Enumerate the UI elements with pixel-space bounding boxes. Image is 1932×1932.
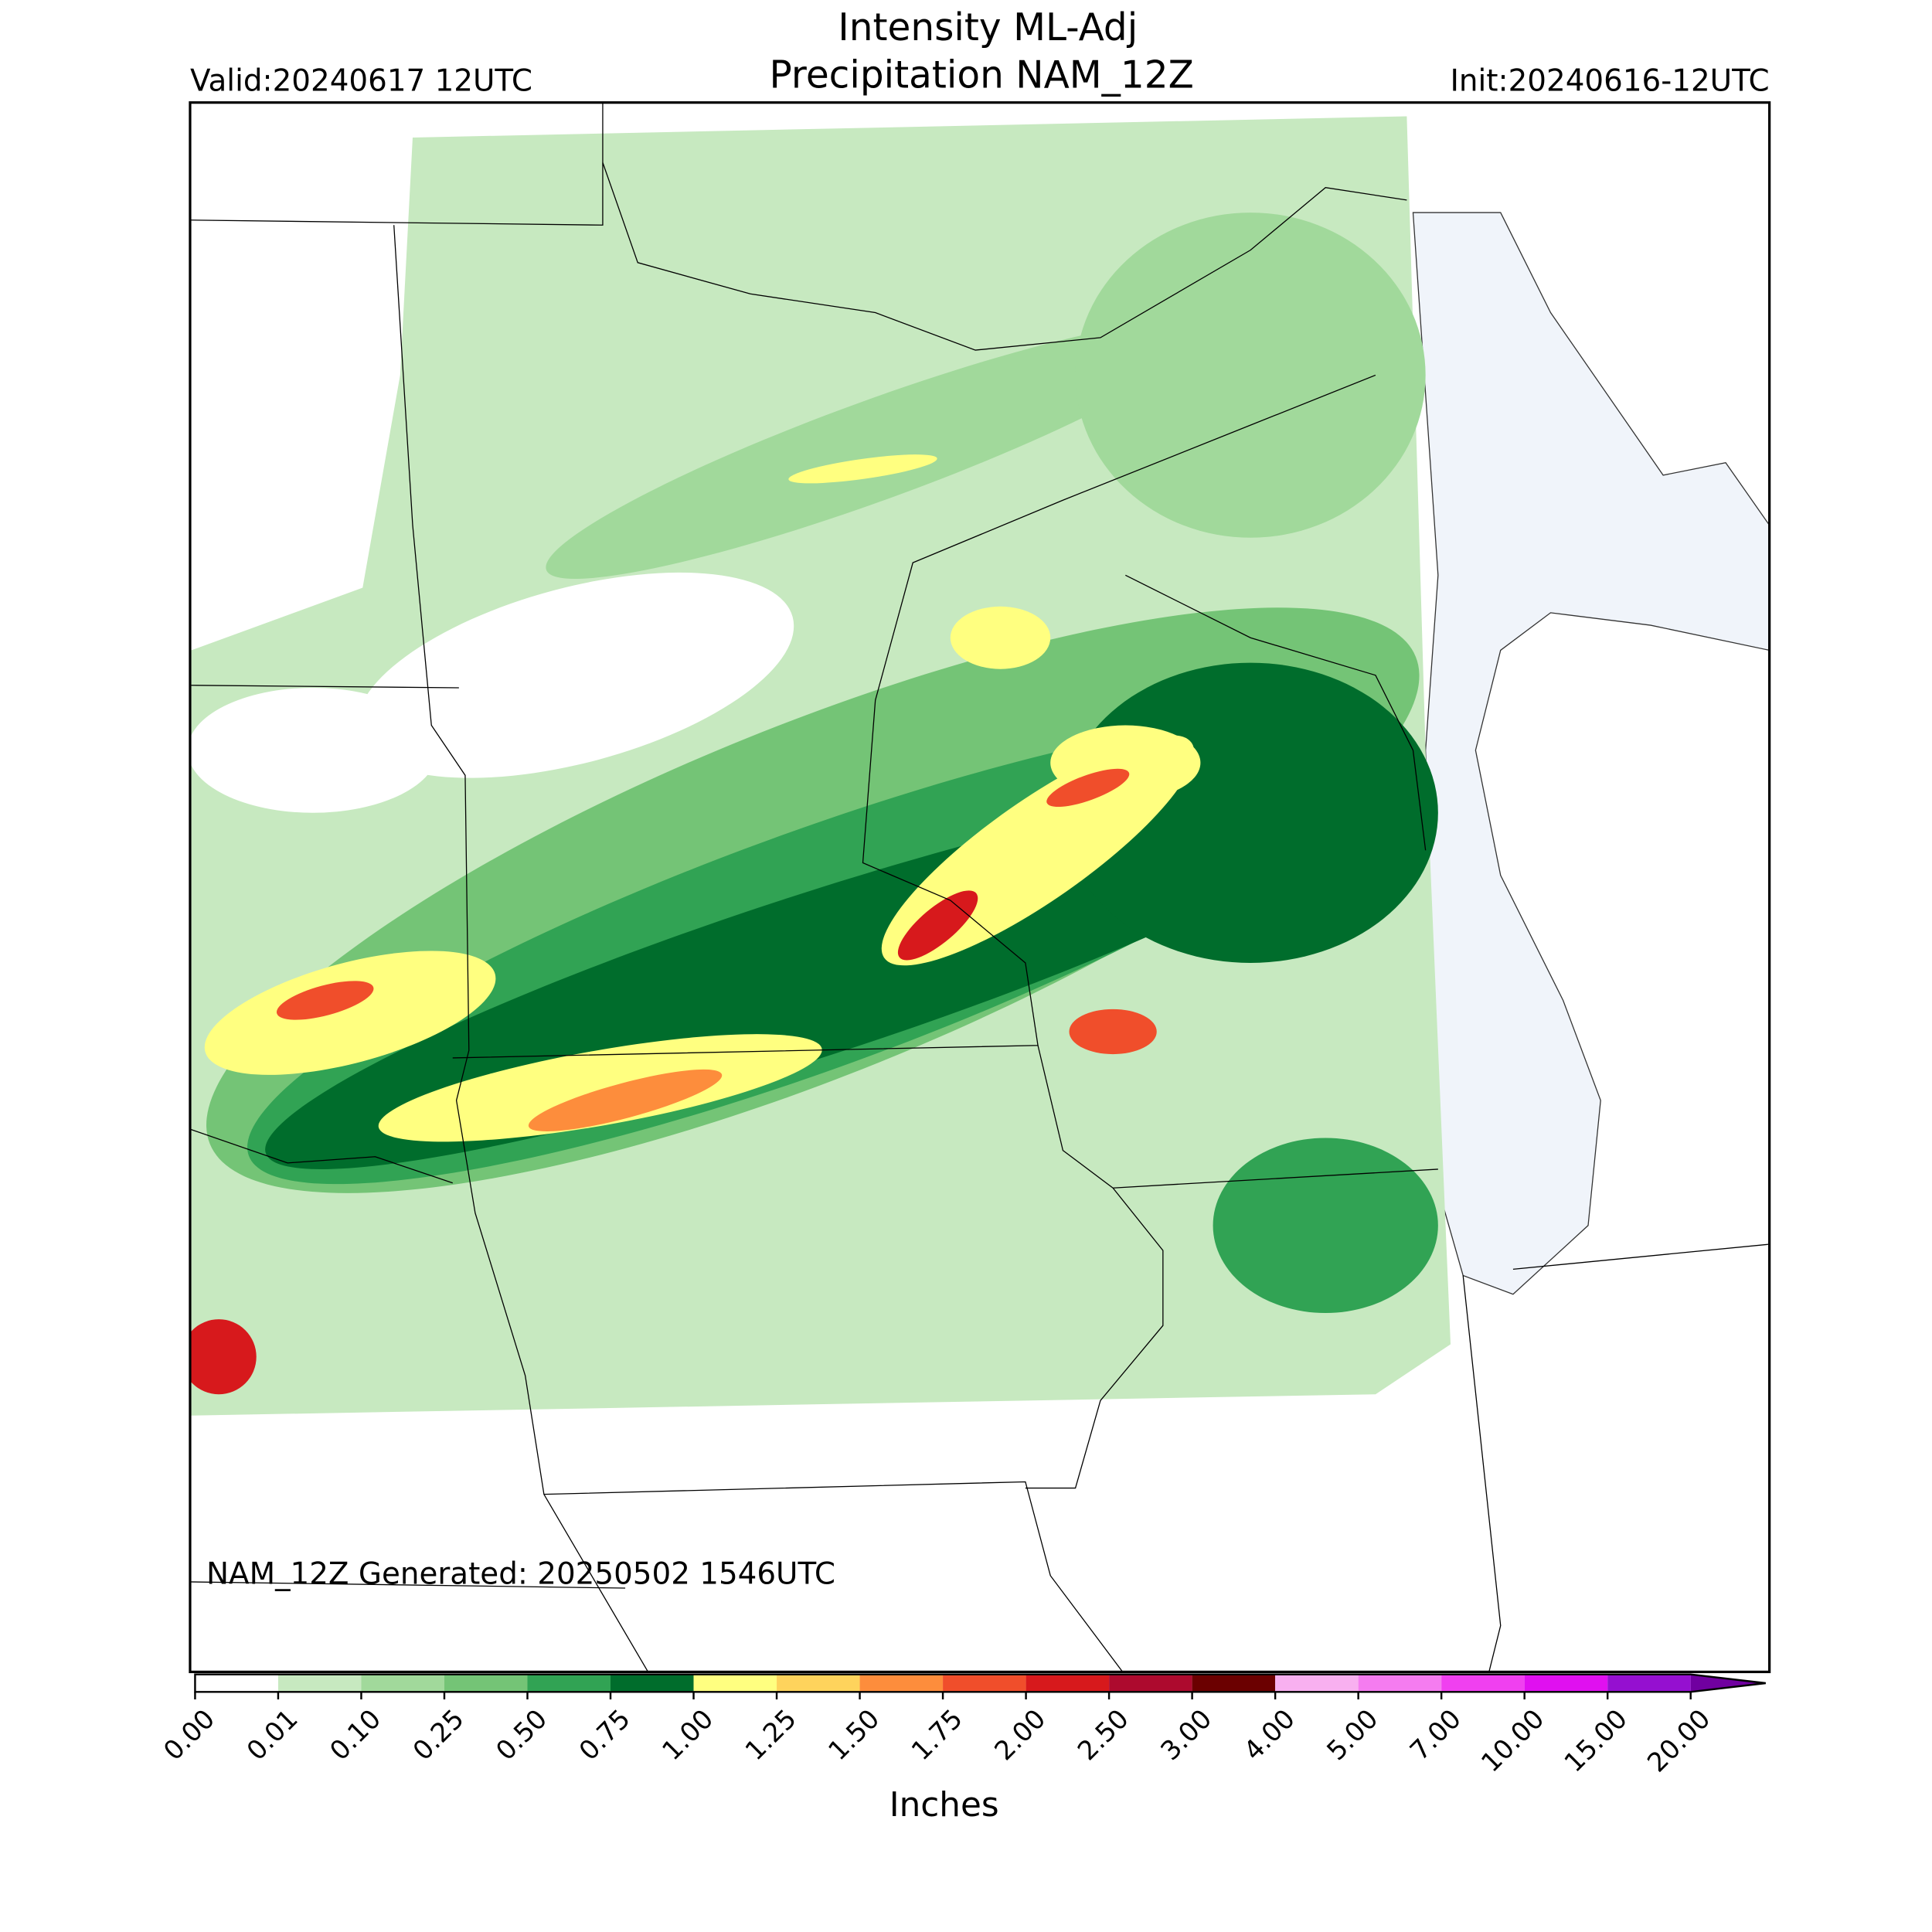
colorbar-tick-label: 3.00 xyxy=(1155,1703,1218,1767)
precip-area xyxy=(546,321,1206,579)
colorbar-outline xyxy=(194,1673,1766,1693)
colorbar-tick-label: 1.00 xyxy=(656,1703,719,1767)
title: Intensity ML-Adj xyxy=(838,6,1138,49)
precip-area xyxy=(204,951,496,1075)
colorbar-tick-label: 1.25 xyxy=(740,1703,803,1767)
lakes xyxy=(1412,212,1770,1295)
precip-area xyxy=(1075,213,1426,538)
colorbar-segment xyxy=(1607,1674,1691,1692)
colorbar-segment xyxy=(1275,1674,1359,1692)
colorbar-tick-label: 0.75 xyxy=(573,1703,637,1767)
colorbar-tick-label: 0.25 xyxy=(407,1703,471,1767)
map-frame xyxy=(189,101,1771,1674)
precip-area xyxy=(1046,768,1130,808)
colorbar-segment xyxy=(859,1674,944,1692)
colorbar-segment xyxy=(444,1674,528,1692)
colorbar-segment xyxy=(1192,1674,1276,1692)
colorbar-tick-label: 15.00 xyxy=(1559,1703,1634,1778)
colorbar-segment xyxy=(527,1674,611,1692)
precip-area xyxy=(950,606,1051,669)
colorbar-tick-label: 20.00 xyxy=(1641,1703,1716,1778)
colorbar: 0.00 0.01 0.10 0.25 0.50 0.75 1.00 1.25 1.50 1.75… xyxy=(158,1673,1766,1778)
colorbar-segment xyxy=(1358,1674,1442,1692)
colorbar-tick-label: 0.50 xyxy=(490,1703,553,1767)
valid-time: Valid:20240617 12UTC xyxy=(190,63,532,98)
colorbar-tick-label: 7.00 xyxy=(1404,1703,1468,1767)
generated-note: NAM_12Z Generated: 20250502 1546UTC xyxy=(206,1556,835,1591)
colorbar-tick-label: 0.10 xyxy=(324,1703,387,1767)
precip-area xyxy=(356,572,794,778)
colorbar-segment xyxy=(195,1674,278,1692)
precip-area xyxy=(788,454,937,484)
colorbar-tick-label: 5.00 xyxy=(1321,1703,1384,1767)
precip-area xyxy=(528,1069,723,1131)
colorbar-tick-label: 0.01 xyxy=(241,1703,304,1767)
colorbar-segment xyxy=(361,1674,444,1692)
colorbar-tick-label: 1.50 xyxy=(822,1703,886,1767)
map xyxy=(189,101,1771,1674)
colorbar-segment xyxy=(1441,1674,1525,1692)
colorbar-segment xyxy=(1026,1674,1110,1692)
precip-area xyxy=(189,687,438,813)
colorbar-tick-label: 1.75 xyxy=(906,1703,969,1767)
precip-area xyxy=(1213,1138,1438,1314)
precip-area xyxy=(276,981,374,1020)
colorbar-tick-label: 10.00 xyxy=(1475,1703,1550,1778)
colorbar-tick-label: 2.50 xyxy=(1072,1703,1135,1767)
colorbar-segment xyxy=(943,1674,1026,1692)
colorbar-segment xyxy=(1524,1674,1608,1692)
colorbar-label: Inches xyxy=(889,1785,999,1825)
precip-area xyxy=(189,1319,257,1395)
colorbar-segment xyxy=(277,1674,362,1692)
colorbar-segment xyxy=(693,1674,777,1692)
colorbar-tick-label: 4.00 xyxy=(1238,1703,1301,1767)
precip-area xyxy=(1069,1009,1157,1055)
precip-area xyxy=(897,890,978,961)
borders xyxy=(189,102,1770,1672)
subtitle: Precipitation NAM_12Z xyxy=(770,53,1194,97)
colorbar-segment xyxy=(611,1674,694,1692)
colorbar-tick-label: 0.00 xyxy=(158,1703,221,1767)
precip-area xyxy=(378,1034,822,1142)
colorbar-segment xyxy=(777,1674,860,1692)
init-time: Init:20240616-12UTC xyxy=(1450,63,1769,98)
colorbar-tick-label: 2.00 xyxy=(988,1703,1052,1767)
colorbar-extension xyxy=(1690,1674,1766,1692)
colorbar-segment xyxy=(1109,1674,1192,1692)
